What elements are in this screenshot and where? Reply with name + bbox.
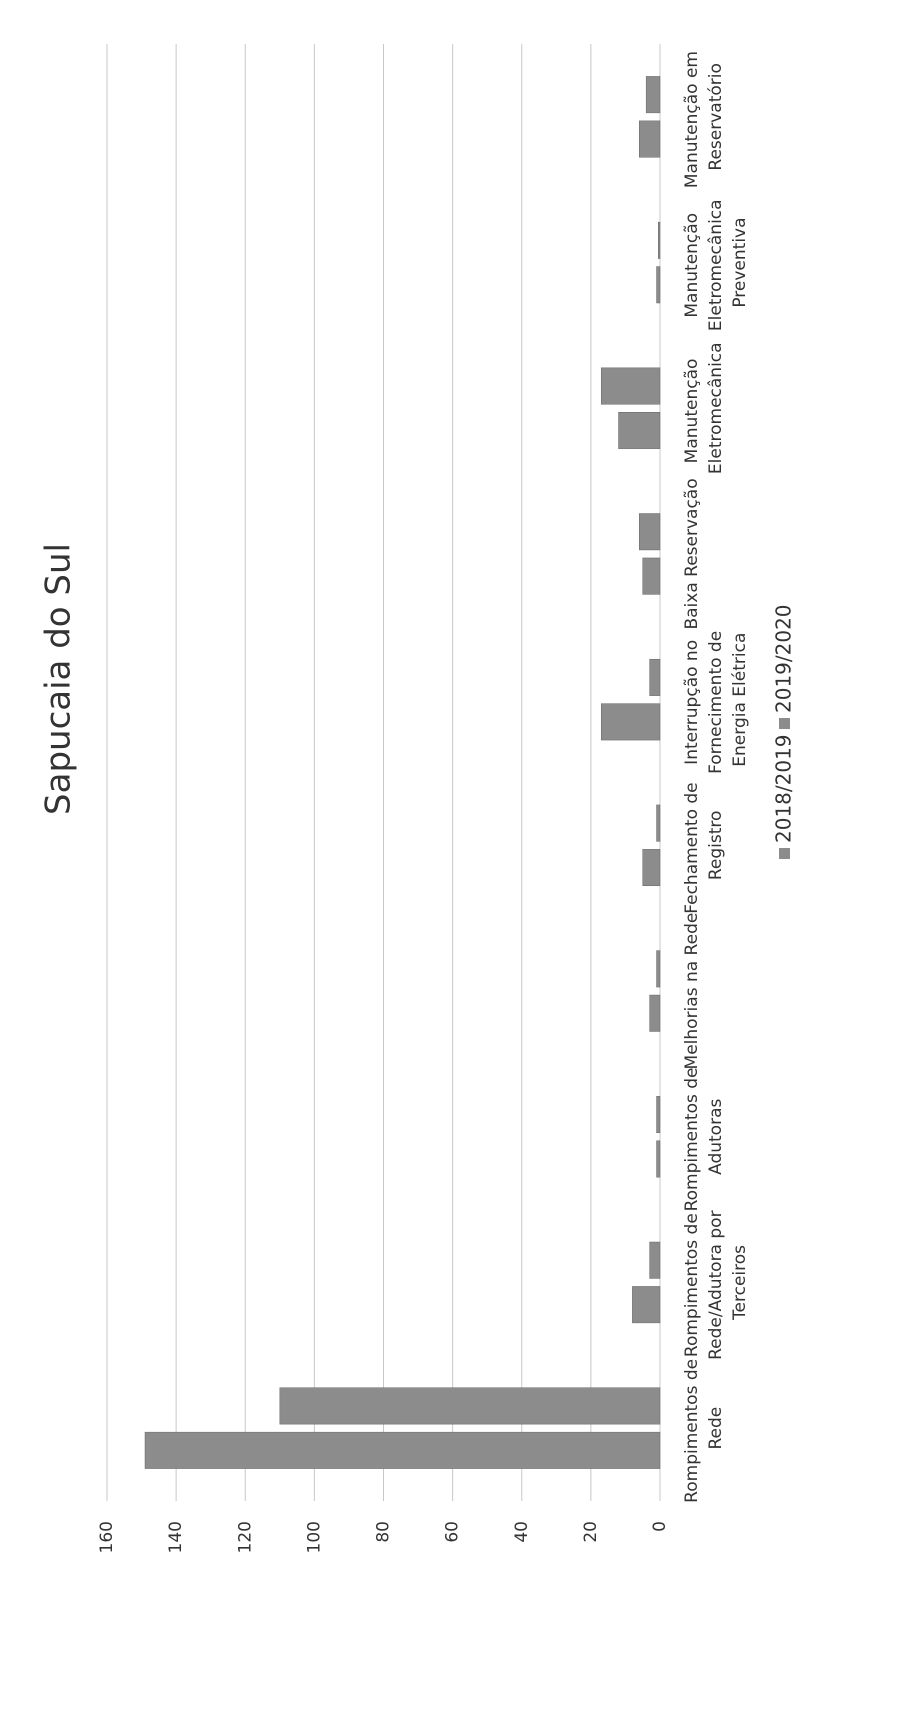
legend-label: 2018/2019 xyxy=(772,734,796,843)
legend-swatch xyxy=(779,848,790,859)
bar xyxy=(658,221,661,259)
bar xyxy=(649,1241,661,1279)
y-tick-label: 60 xyxy=(443,1521,463,1543)
legend-swatch xyxy=(779,718,790,729)
bar xyxy=(639,513,661,551)
bar xyxy=(279,1387,661,1425)
rotated-chart: Sapucaia do Sul 0 20 40 60 80 100 120 140 160 Rom… xyxy=(39,44,796,1553)
bar xyxy=(632,1286,661,1324)
y-tick-label: 140 xyxy=(166,1521,186,1553)
bar xyxy=(618,412,661,449)
bar xyxy=(600,367,661,405)
bar xyxy=(656,1140,661,1178)
bar xyxy=(600,703,661,741)
bar xyxy=(649,658,661,696)
x-tick-label: Rompimentos de Adutoras xyxy=(682,1062,726,1211)
bar xyxy=(642,849,661,887)
y-tick-label: 160 xyxy=(97,1521,117,1553)
chart-title: Sapucaia do Sul xyxy=(39,543,79,815)
x-tick-label: Fechamento de Registro xyxy=(682,777,726,914)
bar xyxy=(642,557,661,595)
bar xyxy=(144,1431,661,1469)
bar xyxy=(656,1096,661,1133)
x-tick-label: Manutenção Eletromecânica Preventiva xyxy=(682,194,750,331)
bar xyxy=(639,120,661,158)
x-tick-label: Baixa Reservação xyxy=(682,478,702,629)
y-tick-label: 120 xyxy=(235,1521,255,1553)
bar xyxy=(645,76,661,114)
x-tick-label: Manutenção em Reservatório xyxy=(682,46,726,189)
y-tick-label: 100 xyxy=(304,1521,324,1553)
x-tick-label: Interrupção no Fornecimento de Energia E… xyxy=(682,625,750,773)
x-tick-label: Rompimentos de Rede xyxy=(682,1353,726,1502)
bar xyxy=(656,804,661,842)
y-tick-label: 0 xyxy=(650,1521,670,1532)
bar xyxy=(656,950,661,988)
x-tick-label: Melhorias na Rede xyxy=(682,913,702,1070)
legend-label: 2019/2020 xyxy=(772,604,796,713)
bar xyxy=(649,994,661,1032)
y-tick-label: 40 xyxy=(512,1521,532,1543)
y-tick-label: 80 xyxy=(374,1521,394,1543)
x-tick-label: Manutenção Eletromecânica xyxy=(682,342,726,474)
x-tick-label: Rompimentos de Rede/Adutora por Terceiro… xyxy=(682,1205,750,1360)
y-tick-label: 20 xyxy=(581,1521,601,1543)
bar xyxy=(656,266,661,304)
